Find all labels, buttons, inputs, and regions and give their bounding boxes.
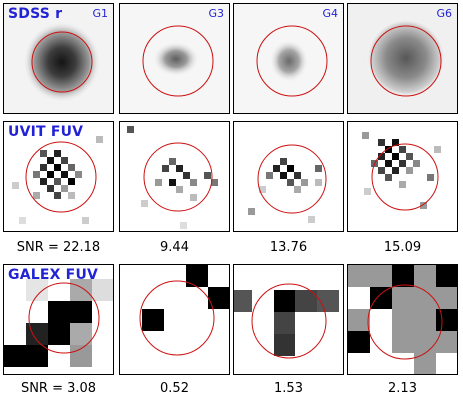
aperture-circle — [257, 144, 327, 214]
aperture-circle — [370, 25, 442, 97]
sdss-r-g4-image — [234, 4, 343, 113]
uvit-fuv-g1-image — [4, 122, 113, 231]
uvit-fuv-g4-image — [234, 122, 343, 231]
aperture-circle — [251, 283, 327, 359]
snr-galex-g4: 1.53 — [274, 381, 303, 396]
snr-uvit-g4: 13.76 — [269, 240, 308, 255]
galaxy-label-g6: G6 — [436, 7, 452, 20]
sdss-r-g1-image — [4, 4, 113, 113]
aperture-circle — [28, 282, 100, 354]
snr-uvit-g3: 9.44 — [160, 240, 189, 255]
sdss-r-g3-panel: G3 — [119, 3, 230, 114]
sdss-r-g3-image — [120, 4, 229, 113]
galex-fuv-g6-image — [348, 265, 457, 374]
snr-galex-g6: 2.13 — [388, 381, 417, 396]
aperture-circle — [143, 142, 213, 212]
aperture-circle — [25, 141, 97, 213]
pixel-noise — [248, 158, 322, 223]
sdss-r-g4-panel: G4 — [233, 3, 344, 114]
survey-label-sdss: SDSS r — [8, 6, 63, 22]
aperture-circle — [142, 25, 214, 97]
sdss-r-g6-image — [348, 4, 457, 113]
aperture-circle — [371, 143, 439, 211]
uvit-fuv-g4-panel — [233, 121, 344, 232]
galex-fuv-g1-panel: GALEX FUV — [3, 264, 114, 375]
snr-galex-g3: 0.52 — [160, 381, 189, 396]
snr-value: 22.18 — [62, 240, 101, 255]
pixel-noise — [362, 132, 441, 209]
galex-fuv-g3-panel — [119, 264, 230, 375]
aperture-circle — [256, 25, 328, 97]
uvit-fuv-g6-panel — [347, 121, 458, 232]
sdss-r-g6-panel: G6 — [347, 3, 458, 114]
pixel-noise — [12, 136, 103, 224]
pixel-noise — [127, 126, 218, 229]
survey-label-uvit: UVIT FUV — [8, 124, 84, 140]
aperture-circle — [139, 280, 215, 356]
sdss-r-g1-panel: SDSS r G1 — [3, 3, 114, 114]
uvit-fuv-g3-panel — [119, 121, 230, 232]
snr-uvit-g6: 15.09 — [383, 240, 422, 255]
aperture-circle — [367, 284, 443, 360]
galaxy-label-g3: G3 — [208, 7, 224, 20]
snr-value: 3.08 — [67, 381, 97, 396]
uvit-fuv-g6-image — [348, 122, 457, 231]
galaxy-label-g4: G4 — [322, 7, 338, 20]
aperture-circle — [31, 31, 93, 93]
galaxy-label-g1: G1 — [92, 7, 108, 20]
galex-fuv-g6-panel — [347, 264, 458, 375]
galex-fuv-g1-image — [4, 265, 113, 374]
uvit-fuv-g3-image — [120, 122, 229, 231]
galex-fuv-g3-image — [120, 265, 229, 374]
snr-uvit-g1: SNR = 22.18 — [3, 240, 114, 255]
snr-galex-g1: SNR = 3.08 — [3, 381, 114, 396]
uvit-fuv-g1-panel: UVIT FUV — [3, 121, 114, 232]
snr-prefix: SNR = — [20, 381, 68, 396]
snr-prefix: SNR = — [16, 240, 63, 255]
galex-fuv-g4-panel — [233, 264, 344, 375]
survey-label-galex: GALEX FUV — [8, 267, 99, 283]
galex-fuv-g4-image — [234, 265, 343, 374]
